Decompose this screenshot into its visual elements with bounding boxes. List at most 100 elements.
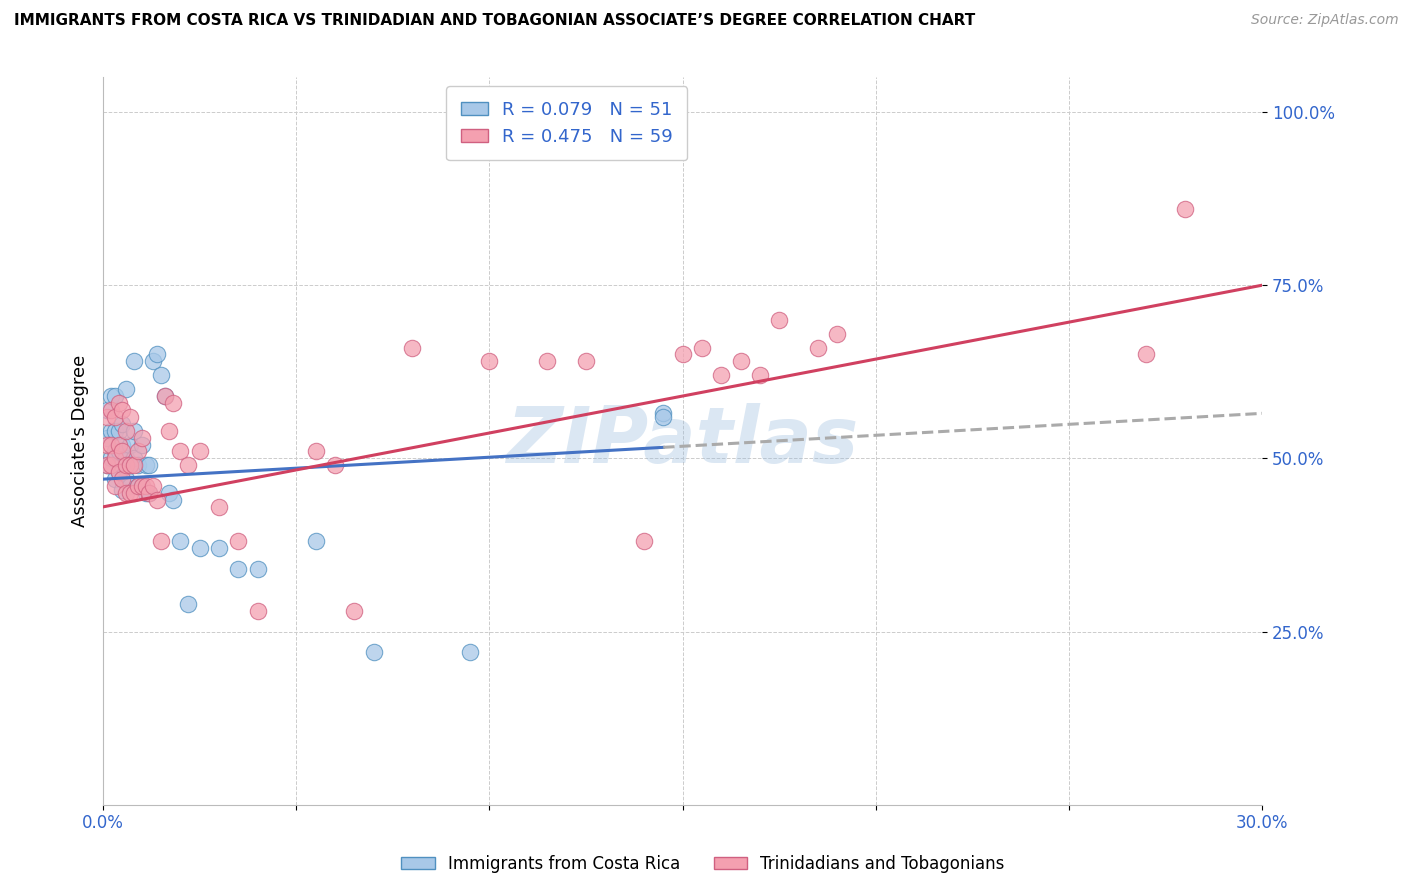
Point bbox=[111, 444, 134, 458]
Point bbox=[96, 458, 118, 473]
Point bbox=[104, 479, 127, 493]
Point bbox=[127, 479, 149, 493]
Point bbox=[188, 541, 211, 556]
Point bbox=[131, 437, 153, 451]
Point bbox=[100, 424, 122, 438]
Point bbox=[127, 444, 149, 458]
Point bbox=[142, 354, 165, 368]
Point bbox=[104, 409, 127, 424]
Point bbox=[1135, 347, 1157, 361]
Point bbox=[96, 409, 118, 424]
Point bbox=[120, 437, 142, 451]
Point bbox=[162, 396, 184, 410]
Point bbox=[363, 645, 385, 659]
Point bbox=[575, 354, 598, 368]
Point bbox=[122, 458, 145, 473]
Point bbox=[730, 354, 752, 368]
Text: Source: ZipAtlas.com: Source: ZipAtlas.com bbox=[1251, 13, 1399, 28]
Point bbox=[115, 382, 138, 396]
Point bbox=[131, 479, 153, 493]
Point bbox=[228, 534, 250, 549]
Point bbox=[652, 409, 675, 424]
Point bbox=[138, 458, 160, 473]
Point bbox=[162, 492, 184, 507]
Point bbox=[169, 534, 191, 549]
Point bbox=[120, 458, 142, 473]
Point bbox=[127, 479, 149, 493]
Point bbox=[120, 479, 142, 493]
Legend: R = 0.079   N = 51, R = 0.475   N = 59: R = 0.079 N = 51, R = 0.475 N = 59 bbox=[446, 87, 688, 161]
Point bbox=[111, 472, 134, 486]
Point bbox=[100, 451, 122, 466]
Point bbox=[96, 403, 118, 417]
Point bbox=[100, 437, 122, 451]
Point bbox=[138, 486, 160, 500]
Point bbox=[690, 341, 713, 355]
Point bbox=[111, 483, 134, 497]
Point bbox=[478, 354, 501, 368]
Point bbox=[177, 597, 200, 611]
Point bbox=[146, 492, 169, 507]
Point bbox=[825, 326, 848, 341]
Point bbox=[1174, 202, 1197, 216]
Point bbox=[120, 458, 142, 473]
Point bbox=[710, 368, 733, 383]
Point bbox=[401, 341, 423, 355]
Point bbox=[228, 562, 250, 576]
Point bbox=[107, 465, 129, 479]
Point bbox=[100, 458, 122, 473]
Point bbox=[208, 500, 231, 514]
Point bbox=[633, 534, 655, 549]
Point bbox=[122, 486, 145, 500]
Point bbox=[135, 458, 157, 473]
Point bbox=[120, 486, 142, 500]
Point bbox=[150, 368, 173, 383]
Point bbox=[153, 389, 176, 403]
Point bbox=[142, 479, 165, 493]
Point bbox=[96, 458, 118, 473]
Point bbox=[107, 437, 129, 451]
Point bbox=[304, 534, 326, 549]
Point bbox=[104, 389, 127, 403]
Point bbox=[122, 451, 145, 466]
Point bbox=[107, 396, 129, 410]
Text: ZIPatlas: ZIPatlas bbox=[506, 403, 859, 479]
Point bbox=[107, 424, 129, 438]
Point bbox=[122, 354, 145, 368]
Point bbox=[111, 458, 134, 473]
Point bbox=[135, 479, 157, 493]
Point bbox=[122, 424, 145, 438]
Point bbox=[104, 472, 127, 486]
Point bbox=[100, 389, 122, 403]
Point bbox=[138, 486, 160, 500]
Point bbox=[177, 458, 200, 473]
Point bbox=[115, 472, 138, 486]
Y-axis label: Associate's Degree: Associate's Degree bbox=[72, 355, 89, 527]
Point bbox=[157, 486, 180, 500]
Point bbox=[131, 431, 153, 445]
Point bbox=[127, 458, 149, 473]
Point bbox=[157, 424, 180, 438]
Point bbox=[807, 341, 830, 355]
Point bbox=[652, 406, 675, 420]
Point bbox=[671, 347, 693, 361]
Point bbox=[96, 431, 118, 445]
Point bbox=[131, 479, 153, 493]
Point bbox=[115, 486, 138, 500]
Point bbox=[343, 604, 366, 618]
Point bbox=[169, 444, 191, 458]
Point bbox=[111, 437, 134, 451]
Point bbox=[246, 562, 269, 576]
Point bbox=[458, 645, 481, 659]
Point bbox=[100, 403, 122, 417]
Point bbox=[536, 354, 558, 368]
Point bbox=[107, 465, 129, 479]
Legend: Immigrants from Costa Rica, Trinidadians and Tobagonians: Immigrants from Costa Rica, Trinidadians… bbox=[395, 848, 1011, 880]
Point bbox=[768, 313, 790, 327]
Point bbox=[748, 368, 770, 383]
Point bbox=[146, 347, 169, 361]
Point bbox=[246, 604, 269, 618]
Point bbox=[120, 409, 142, 424]
Point bbox=[104, 444, 127, 458]
Point bbox=[104, 451, 127, 466]
